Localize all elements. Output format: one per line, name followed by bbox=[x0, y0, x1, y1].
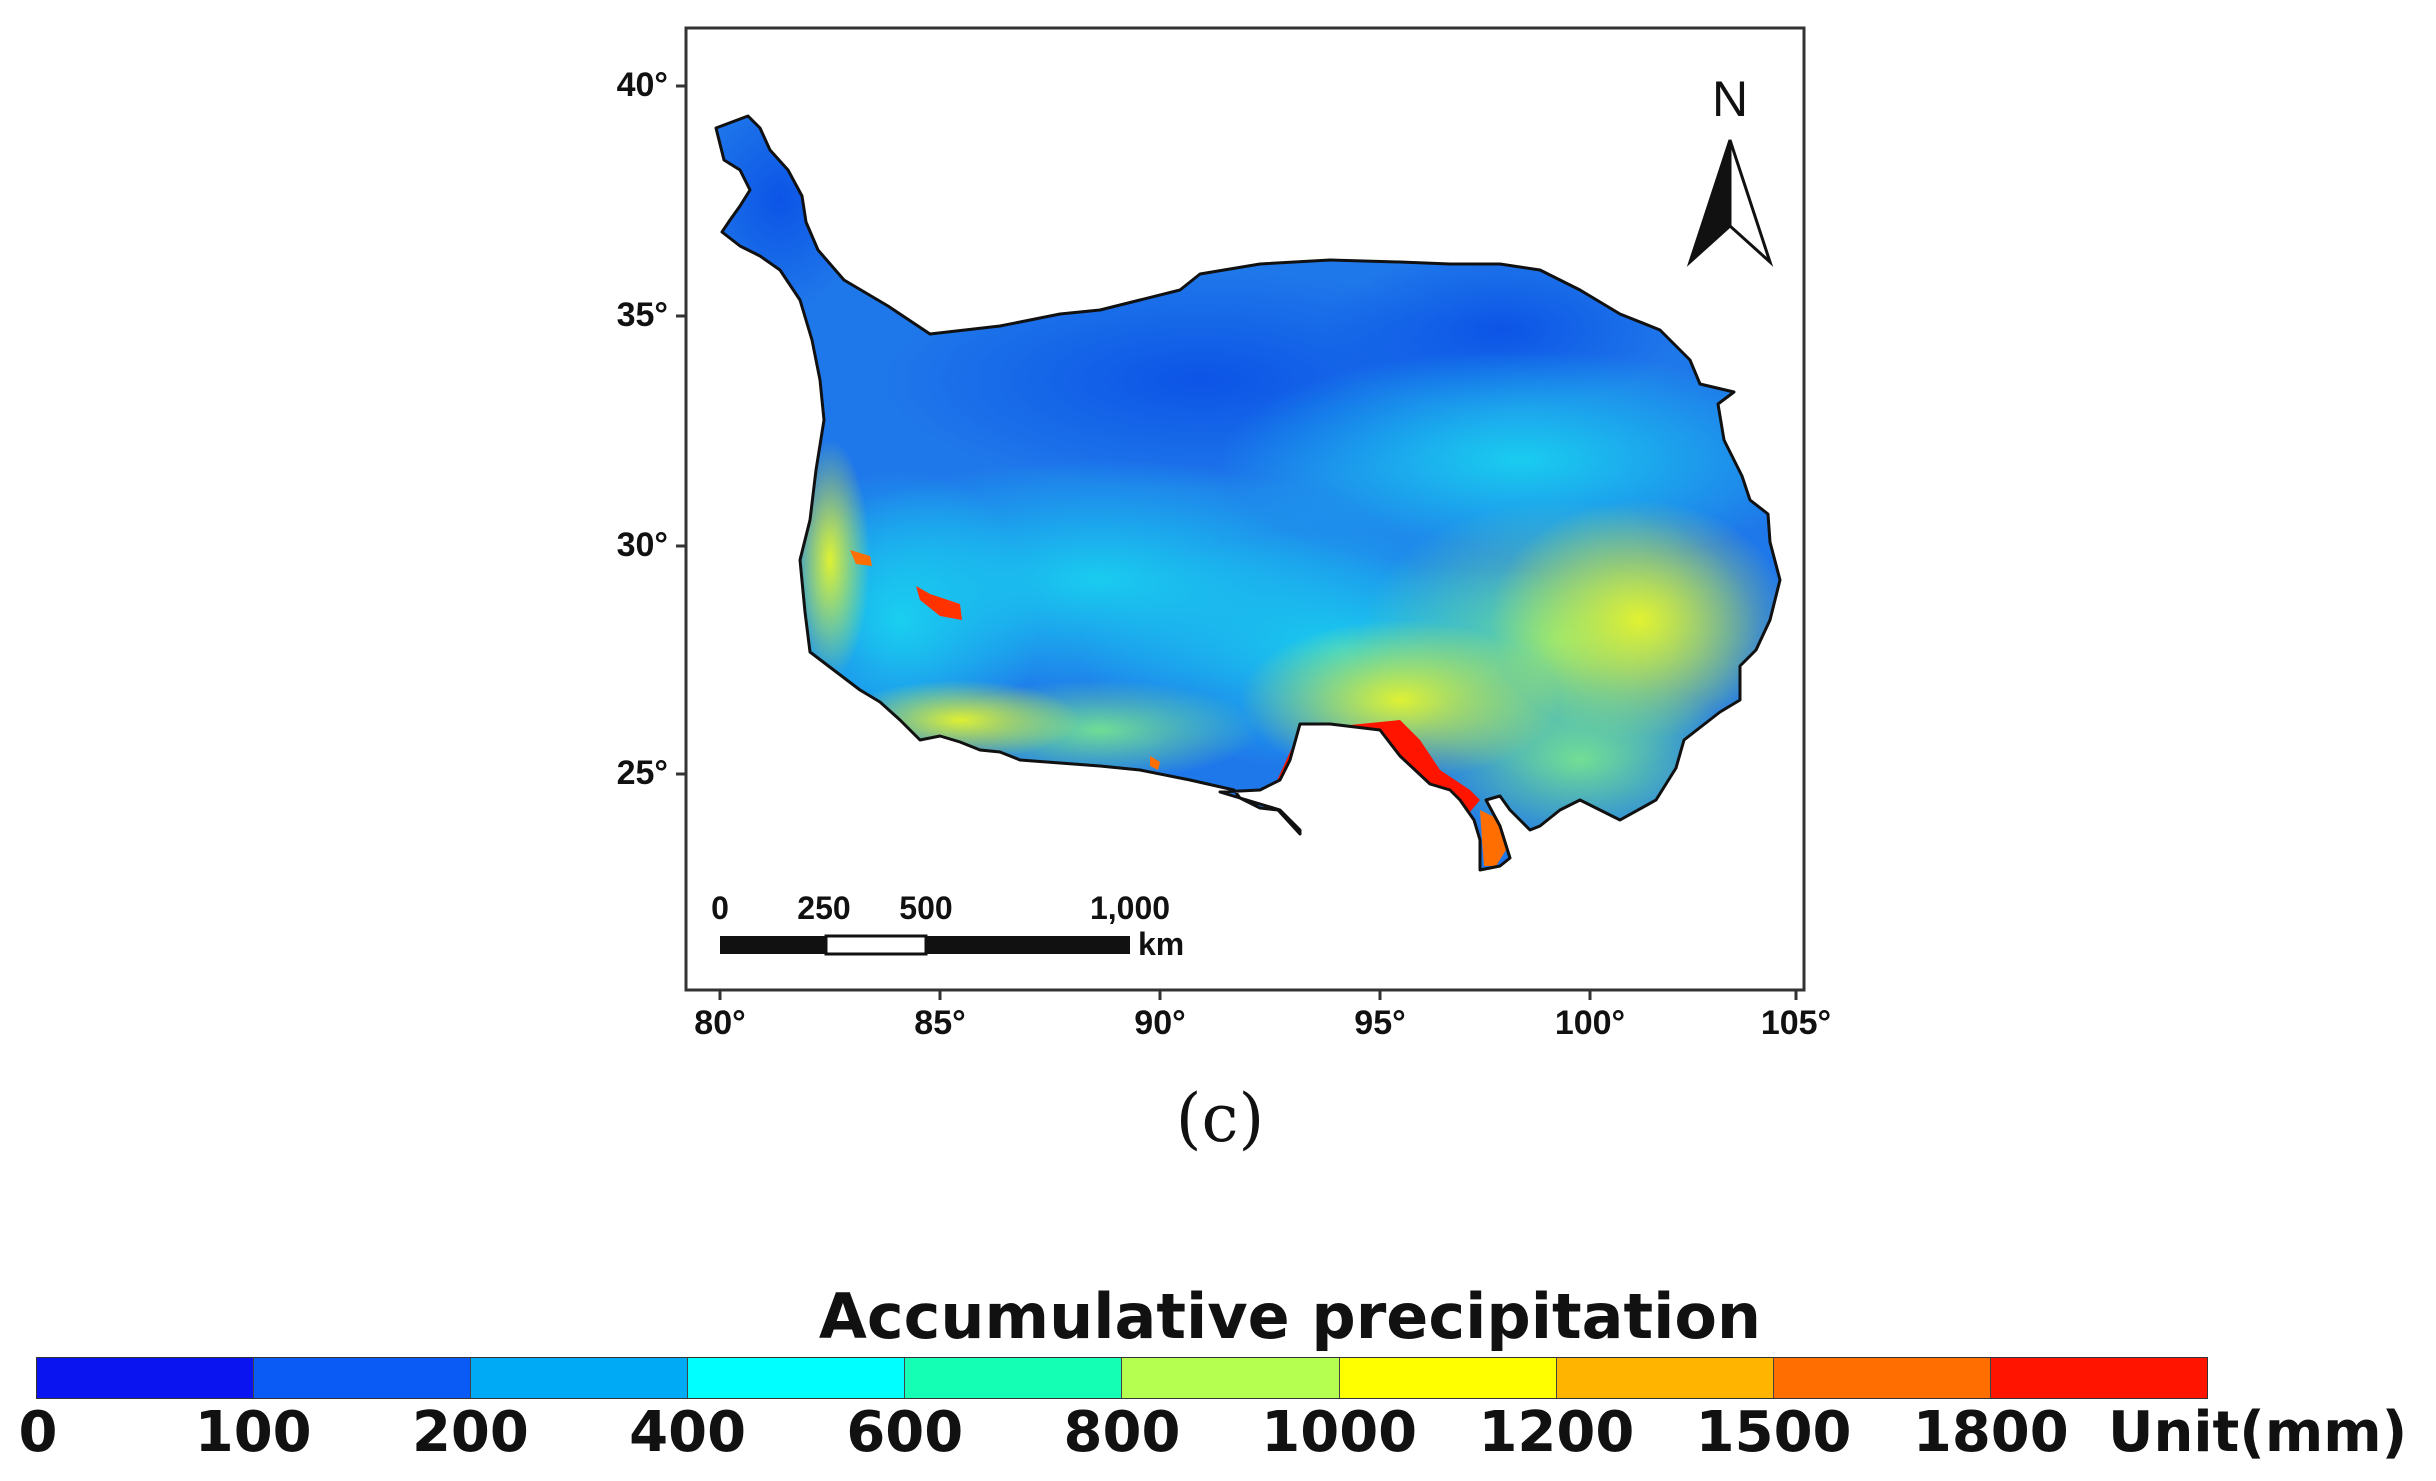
y-tick-label-40: 40° bbox=[616, 66, 668, 104]
legend-unit: Unit(mm) bbox=[2108, 1400, 2408, 1465]
north-label: N bbox=[1711, 71, 1749, 127]
legend-tick-label: 200 bbox=[411, 1400, 529, 1465]
scale-label-500: 500 bbox=[899, 890, 953, 926]
x-axis-ticks bbox=[718, 990, 1798, 1000]
legend-swatch bbox=[37, 1358, 255, 1398]
y-tick-label-25: 25° bbox=[616, 754, 668, 792]
y-axis-ticks bbox=[676, 84, 686, 776]
legend-tick-label: 0 bbox=[18, 1400, 58, 1465]
legend-tick-label: 400 bbox=[629, 1400, 747, 1465]
x-tick-label-95: 95° bbox=[1354, 1004, 1406, 1042]
legend-swatch bbox=[1773, 1358, 1991, 1398]
legend-swatch bbox=[471, 1358, 689, 1398]
x-tick-label-80: 80° bbox=[694, 1004, 746, 1042]
scale-bar bbox=[720, 934, 1130, 956]
legend-swatch bbox=[254, 1358, 472, 1398]
legend-swatch bbox=[1122, 1358, 1340, 1398]
x-tick-label-85: 85° bbox=[914, 1004, 966, 1042]
legend-tick-label: 100 bbox=[194, 1400, 312, 1465]
scale-label-0: 0 bbox=[711, 890, 729, 926]
scale-unit: km bbox=[1138, 926, 1185, 962]
legend-tick-label: 600 bbox=[846, 1400, 964, 1465]
legend-swatch bbox=[688, 1358, 906, 1398]
panel-label: (c) bbox=[1175, 1080, 1265, 1157]
legend-tick-label: 1500 bbox=[1695, 1400, 1852, 1465]
legend-title: Accumulative precipitation bbox=[818, 1280, 1762, 1353]
x-tick-label-90: 90° bbox=[1134, 1004, 1186, 1042]
legend-swatch bbox=[1556, 1358, 1774, 1398]
x-tick-label-105: 105° bbox=[1760, 1004, 1832, 1042]
legend-tick-label: 1000 bbox=[1261, 1400, 1418, 1465]
y-tick-label-30: 30° bbox=[616, 526, 668, 564]
legend-tick-label: 800 bbox=[1063, 1400, 1181, 1465]
legend-color-bar bbox=[36, 1357, 2208, 1399]
x-tick-label-100: 100° bbox=[1554, 1004, 1626, 1042]
legend-tick-label: 1800 bbox=[1912, 1400, 2069, 1465]
y-tick-label-35: 35° bbox=[616, 296, 668, 334]
plateau-boundary bbox=[714, 114, 1782, 872]
legend-tick-label: 1200 bbox=[1478, 1400, 1635, 1465]
scale-label-250: 250 bbox=[797, 890, 851, 926]
legend-swatch bbox=[1990, 1358, 2207, 1398]
north-arrow-icon bbox=[1686, 139, 1774, 267]
scale-label-1000: 1,000 bbox=[1089, 890, 1171, 926]
legend-swatch bbox=[905, 1358, 1123, 1398]
legend-swatch bbox=[1339, 1358, 1557, 1398]
